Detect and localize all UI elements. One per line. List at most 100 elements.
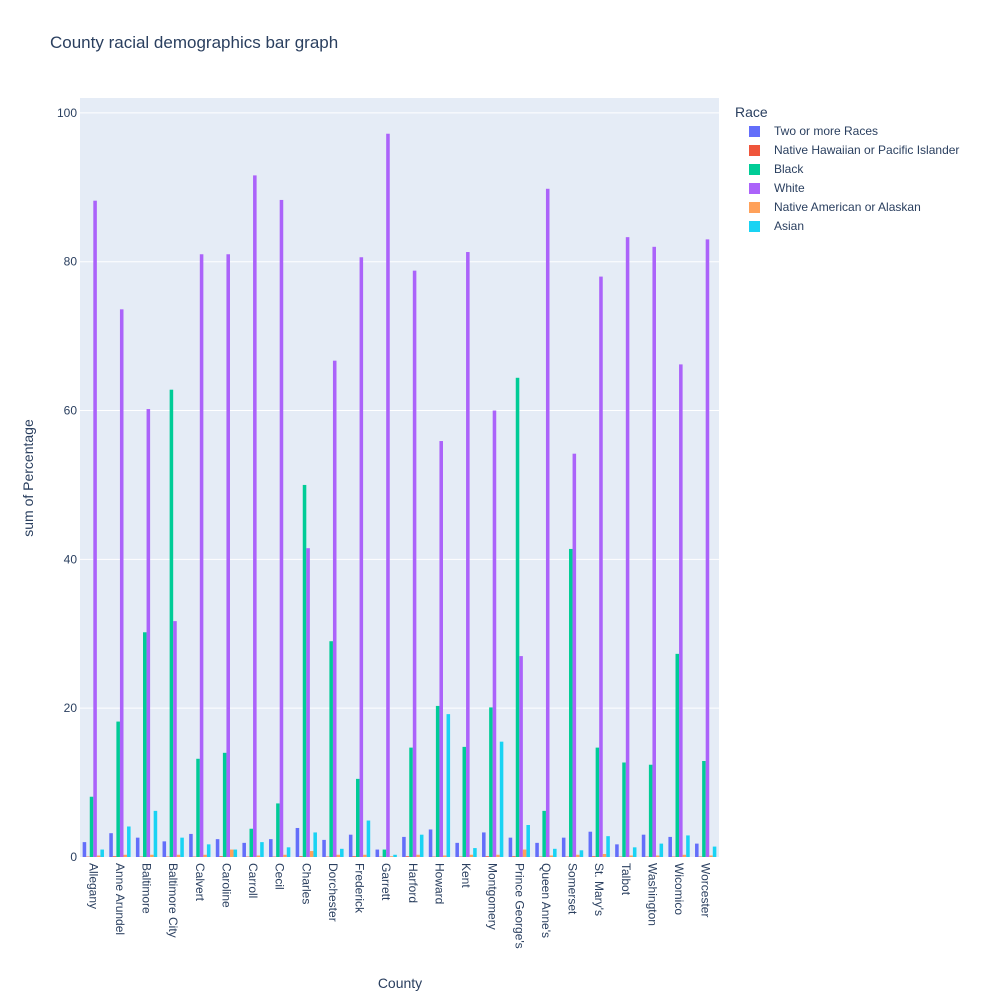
bar[interactable] — [595, 747, 600, 857]
bar[interactable] — [482, 832, 486, 857]
bar[interactable] — [169, 389, 174, 857]
bar[interactable] — [572, 453, 577, 857]
bar[interactable] — [299, 856, 303, 857]
bar[interactable] — [622, 762, 626, 858]
bar[interactable] — [629, 855, 633, 857]
bar[interactable] — [588, 831, 593, 857]
bar[interactable] — [89, 796, 94, 857]
bar[interactable] — [519, 656, 523, 857]
legend[interactable]: Race Two or more Races Native Hawaiian or… — [735, 104, 959, 237]
bar[interactable] — [442, 855, 447, 857]
bar[interactable] — [309, 851, 314, 857]
bar[interactable] — [526, 825, 530, 857]
bar[interactable] — [419, 834, 424, 857]
bar[interactable] — [416, 854, 420, 857]
bar[interactable] — [466, 252, 470, 857]
bar[interactable] — [576, 854, 580, 857]
bar[interactable] — [709, 855, 713, 857]
bar[interactable] — [469, 854, 474, 857]
bar[interactable] — [615, 844, 619, 857]
bar[interactable] — [173, 621, 177, 857]
bar[interactable] — [340, 848, 344, 857]
bar[interactable] — [648, 764, 653, 857]
bar[interactable] — [279, 199, 284, 857]
bar[interactable] — [283, 854, 287, 857]
bar[interactable] — [219, 856, 223, 857]
bar[interactable] — [127, 826, 131, 857]
bar[interactable] — [446, 714, 451, 857]
bar[interactable] — [485, 856, 490, 857]
bar[interactable] — [206, 844, 211, 857]
legend-item[interactable]: Native Hawaiian or Pacific Islander — [735, 142, 959, 161]
bar[interactable] — [659, 843, 664, 857]
bar[interactable] — [329, 641, 333, 857]
bar[interactable] — [112, 856, 117, 857]
bar[interactable] — [135, 837, 140, 857]
bar[interactable] — [375, 849, 380, 857]
bar[interactable] — [496, 854, 500, 857]
bar[interactable] — [402, 836, 406, 857]
bar[interactable] — [545, 188, 550, 857]
bar[interactable] — [229, 849, 234, 857]
bar[interactable] — [409, 747, 413, 857]
bar[interactable] — [386, 133, 390, 858]
bar[interactable] — [363, 854, 367, 857]
bar[interactable] — [359, 257, 364, 857]
bar[interactable] — [675, 653, 680, 857]
bar[interactable] — [189, 833, 193, 857]
bar[interactable] — [295, 827, 300, 857]
bar[interactable] — [306, 548, 310, 857]
bar[interactable] — [473, 848, 477, 857]
bar[interactable] — [382, 849, 387, 857]
bar[interactable] — [489, 707, 493, 857]
bar[interactable] — [655, 855, 660, 857]
bar[interactable] — [260, 842, 264, 857]
bar[interactable] — [393, 854, 397, 857]
bar[interactable] — [641, 834, 646, 857]
bar[interactable] — [553, 848, 557, 857]
bar[interactable] — [579, 850, 584, 857]
bar[interactable] — [428, 829, 433, 857]
legend-item[interactable]: Asian — [735, 218, 804, 237]
bar[interactable] — [512, 856, 516, 857]
bar[interactable] — [96, 855, 101, 857]
bar[interactable] — [199, 254, 204, 857]
bar[interactable] — [695, 843, 699, 857]
bar[interactable] — [366, 820, 371, 857]
bar[interactable] — [435, 705, 440, 857]
bar[interactable] — [515, 377, 520, 857]
bar[interactable] — [455, 842, 459, 857]
bar[interactable] — [313, 832, 317, 857]
bar[interactable] — [322, 839, 326, 857]
bar[interactable] — [150, 854, 154, 857]
bar[interactable] — [116, 721, 120, 857]
bar[interactable] — [668, 836, 672, 857]
bar[interactable] — [569, 548, 573, 857]
bar[interactable] — [233, 849, 238, 857]
bar[interactable] — [123, 854, 128, 857]
bar[interactable] — [599, 276, 603, 858]
bar[interactable] — [535, 842, 539, 857]
bar[interactable] — [462, 746, 467, 857]
bar[interactable] — [348, 834, 353, 857]
bar[interactable] — [592, 856, 596, 857]
bar[interactable] — [679, 364, 683, 857]
bar[interactable] — [508, 837, 513, 857]
bar[interactable] — [82, 842, 87, 857]
bar[interactable] — [100, 849, 104, 857]
bar[interactable] — [606, 836, 610, 857]
bar[interactable] — [522, 849, 527, 857]
bar[interactable] — [162, 841, 167, 857]
bar[interactable] — [336, 854, 341, 857]
legend-item[interactable]: Two or more Races — [735, 123, 878, 142]
bar[interactable] — [356, 778, 360, 857]
bar[interactable] — [203, 854, 207, 857]
bar[interactable] — [682, 854, 687, 857]
bar[interactable] — [196, 758, 200, 857]
bar[interactable] — [286, 847, 291, 857]
bar[interactable] — [405, 856, 410, 857]
bar[interactable] — [549, 855, 554, 857]
bar[interactable] — [180, 837, 184, 857]
bar[interactable] — [269, 839, 273, 857]
bar[interactable] — [561, 837, 566, 857]
